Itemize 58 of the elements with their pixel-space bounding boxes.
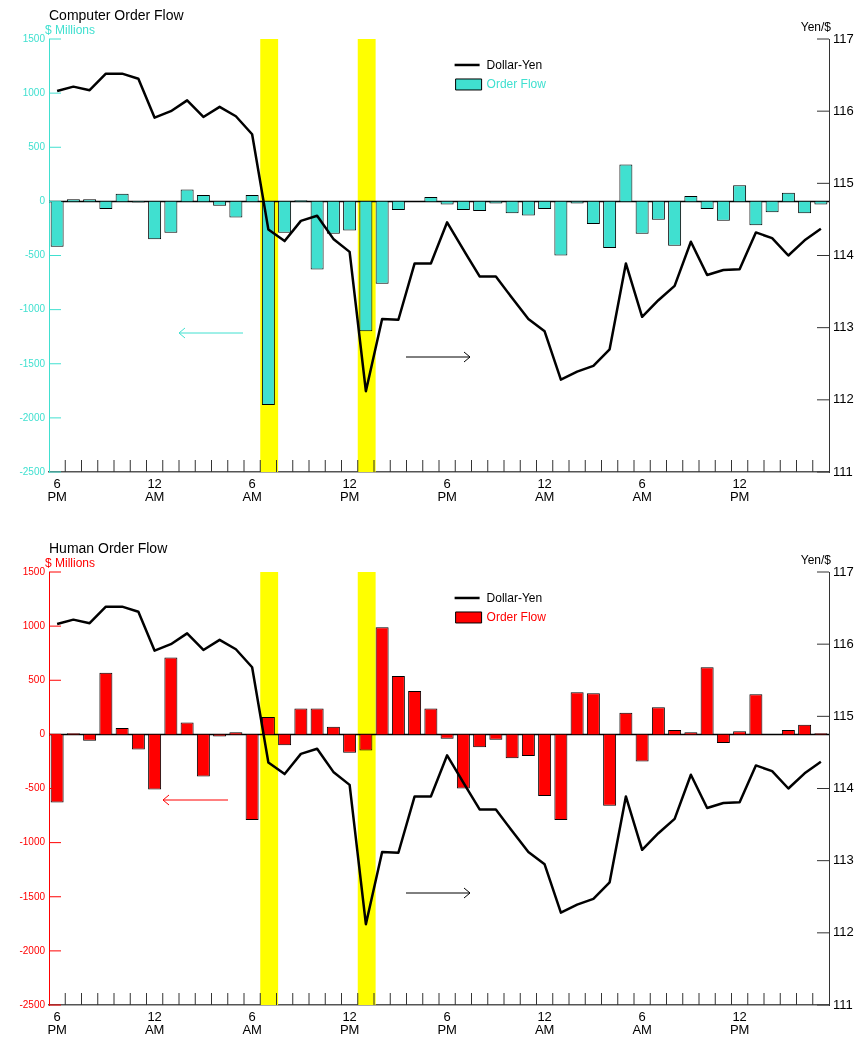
x-tick-label: 12 PM xyxy=(339,1009,360,1038)
y-tick-label: -1000 xyxy=(19,836,46,848)
y-tick-label: 1000 xyxy=(22,86,46,98)
y-tick-label: -2000 xyxy=(19,411,46,423)
y2-tick-label: 111 xyxy=(833,996,853,1012)
y-axis-title: $ Millions xyxy=(45,23,96,37)
y-tick-label: 1000 xyxy=(22,619,46,631)
y-tick-label: 1500 xyxy=(22,565,46,577)
x-tick-label: 12 AM xyxy=(144,1009,165,1038)
legend-label: Dollar-Yen xyxy=(486,58,543,73)
x-tick-label: 12 PM xyxy=(729,476,750,505)
y-tick-label: -2500 xyxy=(19,465,46,477)
x-tick-label: 6 PM xyxy=(437,1009,457,1038)
y-tick-label: 500 xyxy=(28,141,46,152)
y2-tick-label: 115 xyxy=(833,707,854,723)
y-tick-label: 0 xyxy=(39,728,46,740)
x-tick-label: 12 AM xyxy=(534,1009,555,1038)
y-tick-label: 1500 xyxy=(22,32,46,44)
y2-tick-label: 114 xyxy=(833,247,854,263)
y2-tick-label: 112 xyxy=(833,391,854,407)
x-tick-label: 6 AM xyxy=(242,476,262,505)
y-tick-label: -500 xyxy=(24,249,46,261)
y2-tick-label: 114 xyxy=(833,780,854,796)
y-tick-label: -1500 xyxy=(19,357,46,369)
y2-tick-label: 115 xyxy=(833,174,854,190)
y-axis-title: $ Millions xyxy=(45,556,96,570)
x-tick-label: 6 AM xyxy=(632,1009,652,1038)
legend-label: Order Flow xyxy=(486,77,547,92)
x-tick-label: 6 AM xyxy=(632,476,652,505)
x-tick-label: 12 AM xyxy=(534,476,555,505)
y-tick-label: 500 xyxy=(28,674,46,685)
y2-tick-label: 111 xyxy=(833,463,853,479)
x-tick-label: 12 AM xyxy=(144,476,165,505)
x-tick-label: 6 PM xyxy=(437,476,457,505)
legend-label: Dollar-Yen xyxy=(486,591,543,606)
x-tick-label: 12 PM xyxy=(339,476,360,505)
x-tick-label: 6 PM xyxy=(47,1009,67,1038)
x-tick-label: 6 PM xyxy=(47,476,67,505)
y2-tick-label: 112 xyxy=(833,924,854,940)
y2-tick-label: 116 xyxy=(833,635,854,651)
y2-tick-label: 113 xyxy=(833,852,854,868)
x-tick-label: 12 PM xyxy=(729,1009,750,1038)
y-tick-label: -500 xyxy=(24,782,46,794)
x-tick-label: 6 AM xyxy=(242,1009,262,1038)
y2-tick-label: 117 xyxy=(833,30,854,46)
chart-title: Computer Order Flow xyxy=(49,7,185,23)
y-tick-label: -1500 xyxy=(19,890,46,902)
y-tick-label: -2000 xyxy=(19,944,46,956)
y2-axis-title: Yen/$ xyxy=(800,20,832,34)
y2-tick-label: 116 xyxy=(833,102,854,118)
y2-tick-label: 117 xyxy=(833,563,854,579)
y-tick-label: 0 xyxy=(39,195,46,207)
legend-label: Order Flow xyxy=(486,610,547,625)
y-tick-label: -2500 xyxy=(19,998,46,1010)
y2-axis-title: Yen/$ xyxy=(800,553,832,567)
y-tick-label: -1000 xyxy=(19,303,46,315)
y2-tick-label: 113 xyxy=(833,319,854,335)
chart-title: Human Order Flow xyxy=(49,540,169,556)
